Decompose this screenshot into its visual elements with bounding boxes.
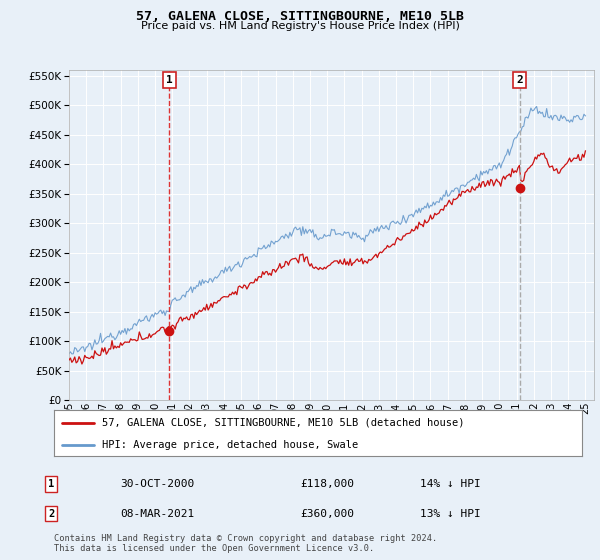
Text: Contains HM Land Registry data © Crown copyright and database right 2024.
This d: Contains HM Land Registry data © Crown c…: [54, 534, 437, 553]
Text: 08-MAR-2021: 08-MAR-2021: [120, 508, 194, 519]
Text: 2: 2: [516, 75, 523, 85]
Text: 13% ↓ HPI: 13% ↓ HPI: [420, 508, 481, 519]
Text: HPI: Average price, detached house, Swale: HPI: Average price, detached house, Swal…: [101, 440, 358, 450]
Text: 1: 1: [48, 479, 54, 489]
Text: 1: 1: [166, 75, 173, 85]
Text: £360,000: £360,000: [300, 508, 354, 519]
Text: 14% ↓ HPI: 14% ↓ HPI: [420, 479, 481, 489]
Text: 57, GALENA CLOSE, SITTINGBOURNE, ME10 5LB (detached house): 57, GALENA CLOSE, SITTINGBOURNE, ME10 5L…: [101, 418, 464, 428]
Text: 2: 2: [48, 508, 54, 519]
Text: £118,000: £118,000: [300, 479, 354, 489]
Text: 30-OCT-2000: 30-OCT-2000: [120, 479, 194, 489]
Text: Price paid vs. HM Land Registry's House Price Index (HPI): Price paid vs. HM Land Registry's House …: [140, 21, 460, 31]
Text: 57, GALENA CLOSE, SITTINGBOURNE, ME10 5LB: 57, GALENA CLOSE, SITTINGBOURNE, ME10 5L…: [136, 10, 464, 23]
